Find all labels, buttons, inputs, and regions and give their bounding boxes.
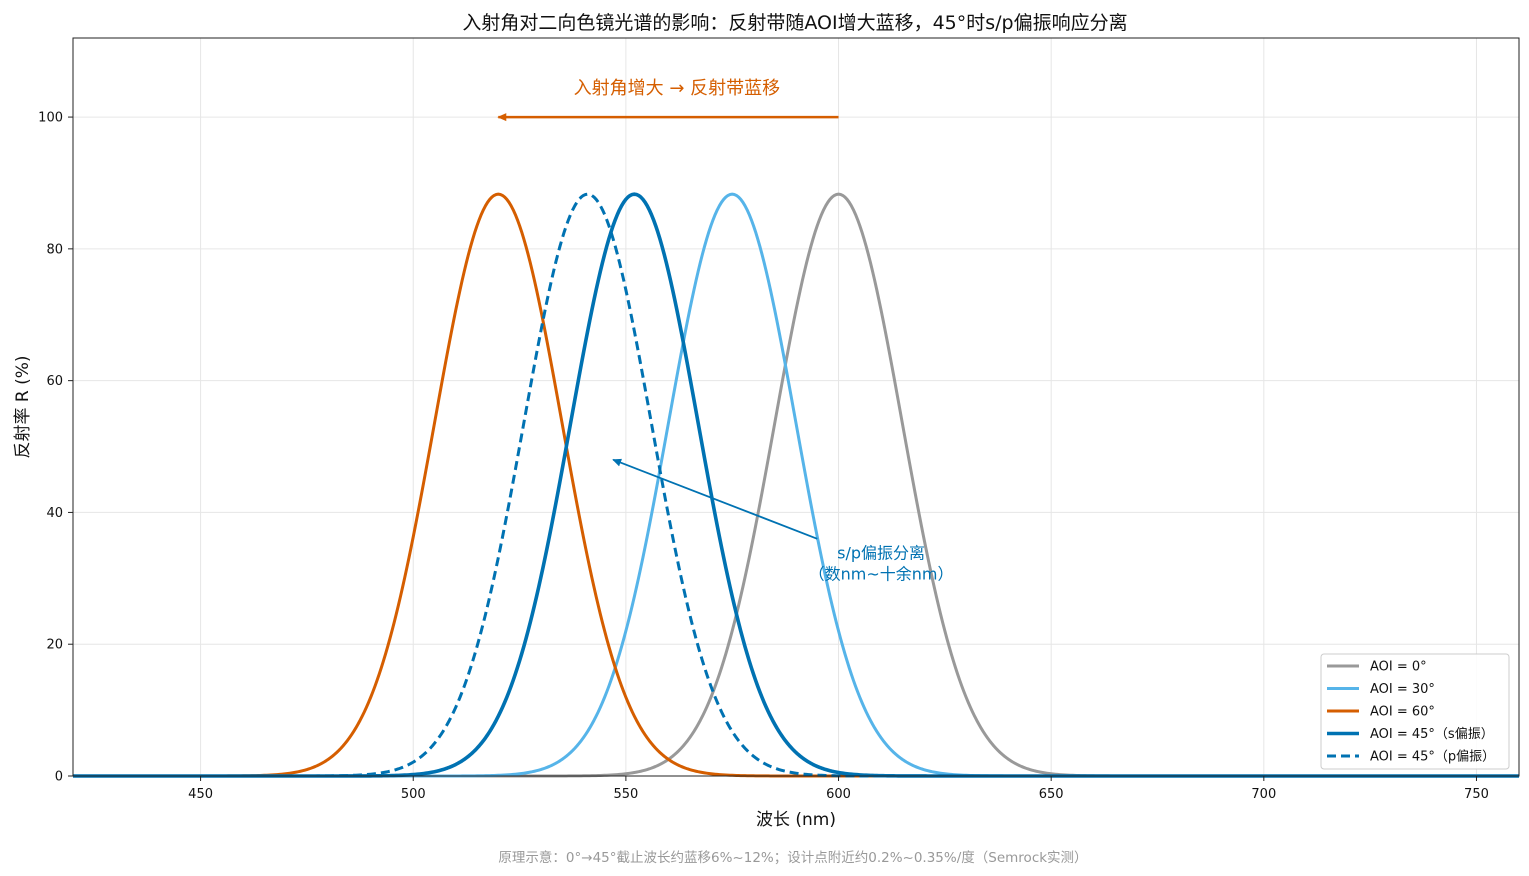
x-tick-label-4: 650 — [1039, 787, 1064, 802]
legend-label-4: AOI = 45°（p偏振） — [1370, 750, 1495, 765]
grid — [73, 38, 1519, 777]
y-tick-label-0: 0 — [55, 770, 63, 785]
series-line-2 — [73, 192, 1519, 778]
x-axis-label: 波长 (nm) — [756, 810, 836, 830]
x-tick-label-5: 700 — [1251, 787, 1276, 802]
series-line-4 — [73, 192, 1519, 778]
y-tick-label-2: 40 — [46, 506, 63, 521]
annotation-text-1-0: s/p偏振分离 — [837, 544, 925, 563]
x-tick-label-1: 500 — [401, 787, 426, 802]
legend: AOI = 0° AOI = 30° AOI = 60° AOI = 45°（s偏振）… — [1320, 653, 1510, 770]
x-tick-label-2: 550 — [613, 787, 638, 802]
legend-label-2: AOI = 60° — [1370, 705, 1435, 720]
x-tick-label-0: 450 — [188, 787, 213, 802]
legend-box — [1320, 653, 1510, 770]
y-tick-label-5: 100 — [38, 111, 63, 126]
chart-title: 入射角对二向色镜光谱的影响：反射带随AOI增大蓝移，45°时s/p偏振响应分离 — [462, 12, 1127, 34]
y-axis-label: 反射率 R (%) — [13, 355, 33, 458]
annotation-text-0: 入射角增大 → 反射带蓝移 — [574, 78, 781, 99]
annotation-text-1-1: （数nm~十余nm） — [809, 565, 954, 584]
series-line-3 — [73, 192, 1519, 778]
legend-label-1: AOI = 30° — [1370, 682, 1435, 697]
series-line-1 — [73, 192, 1519, 778]
y-tick-label-1: 20 — [46, 638, 63, 653]
y-tick-label-4: 80 — [46, 242, 63, 257]
x-tick-label-6: 750 — [1464, 787, 1489, 802]
legend-label-3: AOI = 45°（s偏振） — [1370, 727, 1494, 742]
footnote: 原理示意：0°→45°截止波长约蓝移6%~12%；设计点附近约0.2%~0.35… — [498, 849, 1087, 866]
axis-ticks: 450 500 550 600 650 700 750 0 20 40 60 80 100 — [38, 111, 1489, 802]
series-line-0 — [73, 192, 1519, 778]
x-tick-label-3: 600 — [826, 787, 851, 802]
y-tick-label-3: 60 — [46, 374, 63, 389]
annotations: 入射角增大 → 反射带蓝移 s/p偏振分离 （数nm~十余nm） — [497, 78, 954, 584]
plot-frame — [72, 37, 1520, 777]
plot-curves — [73, 192, 1519, 778]
annotation-arrow-1 — [612, 458, 818, 540]
legend-label-0: AOI = 0° — [1370, 660, 1427, 675]
